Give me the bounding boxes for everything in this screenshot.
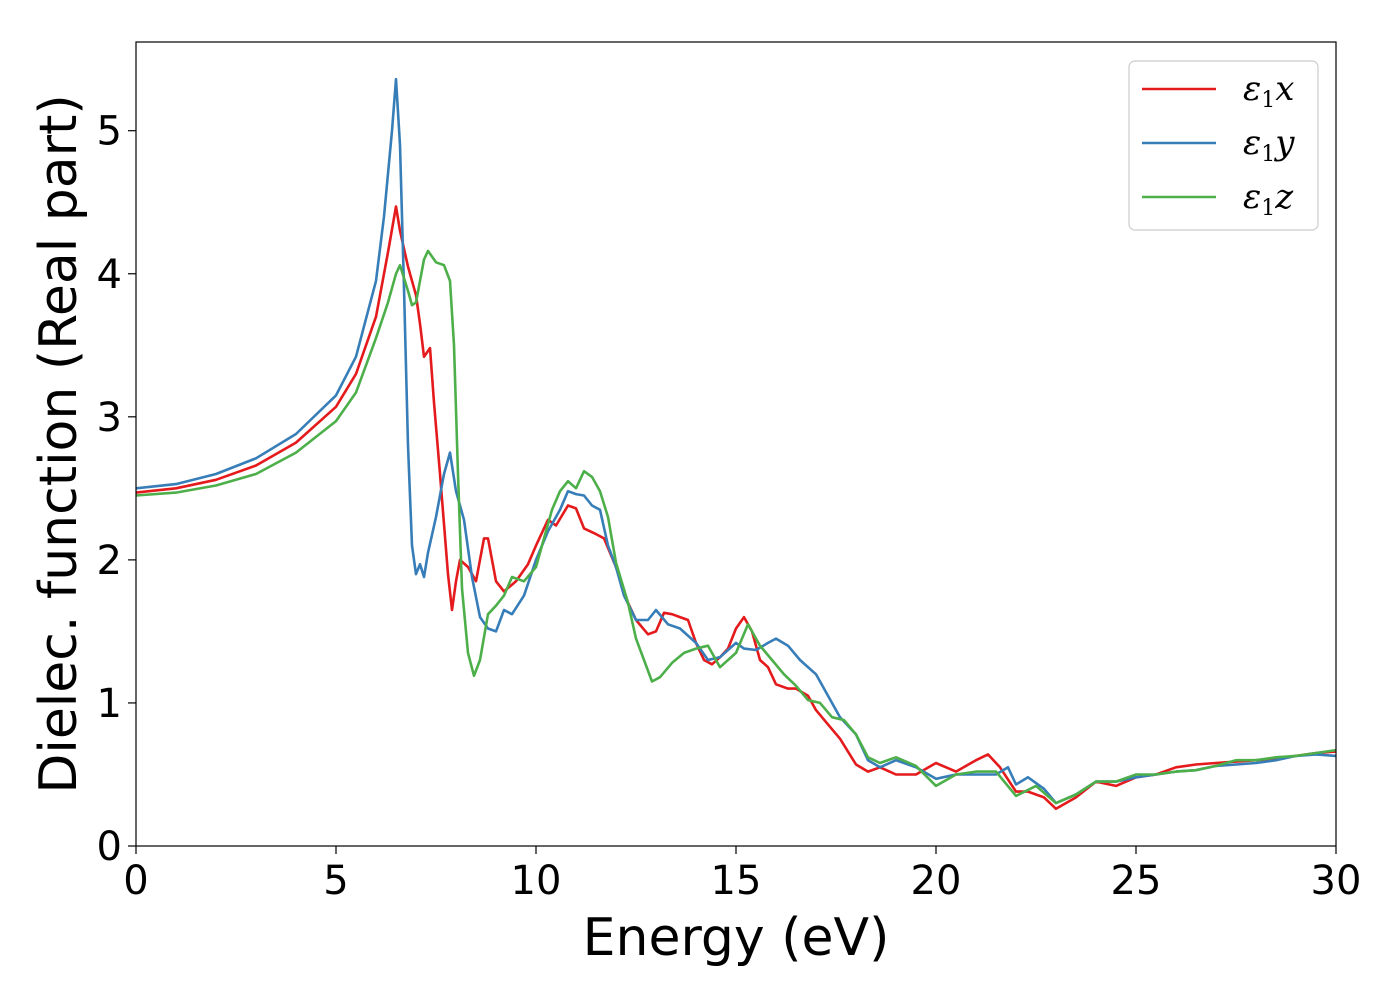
y-axis-title: Dielec. function (Real part) [29,94,89,793]
y-tick-label: 0 [97,824,122,870]
legend-label-z: ε1z [1243,177,1294,221]
x-tick-label: 10 [511,858,562,904]
series-line-y [136,77,1336,805]
y-tick-label: 1 [97,681,122,727]
x-axis-title: Energy (eV) [583,908,890,968]
x-tick-label: 5 [323,858,348,904]
series-layer [136,77,1336,811]
y-tick-label: 3 [97,395,122,441]
legend-label-x: ε1x [1243,69,1294,113]
legend-label-y: ε1y [1243,123,1295,167]
x-tick-label: 20 [911,858,962,904]
x-tick-label: 0 [123,858,148,904]
x-axis: 0 5 10 15 20 25 30 [123,846,1361,904]
series-line-z [136,249,1336,805]
x-tick-label: 25 [1111,858,1162,904]
y-tick-label: 5 [97,109,122,155]
x-tick-label: 15 [711,858,762,904]
legend-box [1128,60,1319,231]
y-tick-label: 2 [97,538,122,584]
series-line-x [136,205,1336,811]
y-axis: 0 1 2 3 4 5 [97,109,136,870]
legend: ε1x ε1y ε1z [1128,60,1319,231]
x-tick-label: 30 [1311,858,1362,904]
y-tick-label: 4 [97,252,122,298]
